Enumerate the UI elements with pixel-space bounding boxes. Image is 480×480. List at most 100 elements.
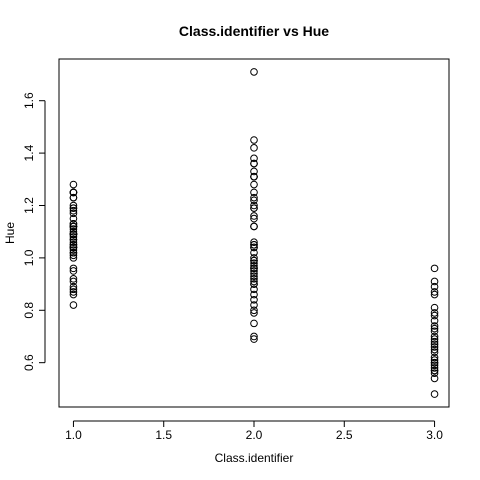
point <box>250 154 258 163</box>
point <box>250 204 258 212</box>
point <box>250 264 258 273</box>
point <box>430 311 439 320</box>
point <box>250 136 258 144</box>
x-tick-label: 2.5 <box>336 428 353 442</box>
point <box>69 222 78 231</box>
point <box>69 275 78 283</box>
point <box>430 282 439 291</box>
point <box>430 364 439 372</box>
point <box>69 288 78 296</box>
point <box>250 301 258 309</box>
point <box>430 353 439 362</box>
point <box>69 233 78 241</box>
point <box>250 222 258 231</box>
point <box>250 290 258 299</box>
point <box>250 167 258 176</box>
y-tick-label: 1.4 <box>22 144 36 161</box>
point <box>69 230 78 239</box>
point <box>69 193 78 202</box>
point <box>250 68 258 76</box>
point <box>250 269 258 278</box>
point <box>250 319 258 328</box>
chart-title: Class.identifier vs Hue <box>179 23 329 39</box>
point <box>250 144 258 152</box>
plot-frame <box>58 58 450 408</box>
point <box>430 369 439 377</box>
point <box>69 214 78 223</box>
point <box>430 335 439 343</box>
point <box>430 303 439 312</box>
point <box>430 288 439 296</box>
y-tick-label: 1.2 <box>22 197 36 214</box>
point <box>430 277 439 286</box>
point <box>250 259 258 267</box>
y-axis-label: Hue <box>3 222 17 244</box>
point <box>69 204 78 212</box>
point <box>69 285 78 294</box>
point <box>69 246 78 254</box>
point <box>250 188 258 197</box>
point <box>69 248 78 257</box>
point <box>69 235 78 244</box>
y-tick-label: 1.0 <box>22 249 36 266</box>
point <box>250 238 258 246</box>
point <box>69 264 78 273</box>
point <box>250 261 258 270</box>
point <box>250 212 258 220</box>
point <box>430 316 439 325</box>
point <box>250 272 258 281</box>
point <box>250 296 258 304</box>
y-tick-label: 0.6 <box>22 354 36 371</box>
point <box>250 214 258 223</box>
point <box>430 332 439 341</box>
point <box>430 322 439 330</box>
point <box>69 201 78 210</box>
point <box>430 366 439 375</box>
point <box>250 280 258 288</box>
point <box>69 251 78 260</box>
point <box>250 180 258 189</box>
y-tick-label: 1.6 <box>22 92 36 109</box>
point <box>69 206 78 215</box>
point <box>69 277 78 286</box>
point <box>69 290 78 299</box>
point <box>69 220 78 228</box>
point <box>250 285 258 294</box>
point <box>430 361 439 370</box>
point <box>69 243 78 252</box>
point <box>69 227 78 236</box>
point <box>69 209 78 218</box>
point <box>430 348 439 356</box>
point <box>250 159 258 168</box>
point <box>430 324 439 333</box>
point <box>69 225 78 233</box>
point <box>69 240 78 249</box>
point <box>250 254 258 262</box>
y-tick-label: 0.8 <box>22 302 36 319</box>
point <box>250 256 258 265</box>
point <box>250 240 258 249</box>
point <box>430 337 439 346</box>
point <box>69 180 78 189</box>
point <box>250 277 258 286</box>
point <box>69 254 78 262</box>
point <box>430 340 439 349</box>
point <box>250 193 258 202</box>
point <box>69 188 78 197</box>
point <box>250 306 258 315</box>
point <box>430 327 439 336</box>
point <box>250 335 258 343</box>
point <box>250 201 258 210</box>
point <box>250 243 258 252</box>
point <box>69 301 78 309</box>
point <box>250 248 258 257</box>
point <box>69 282 78 291</box>
point <box>430 264 439 273</box>
point <box>69 238 78 246</box>
point <box>430 290 439 299</box>
point <box>250 275 258 283</box>
point <box>430 358 439 367</box>
point <box>250 267 258 275</box>
point <box>430 390 439 398</box>
